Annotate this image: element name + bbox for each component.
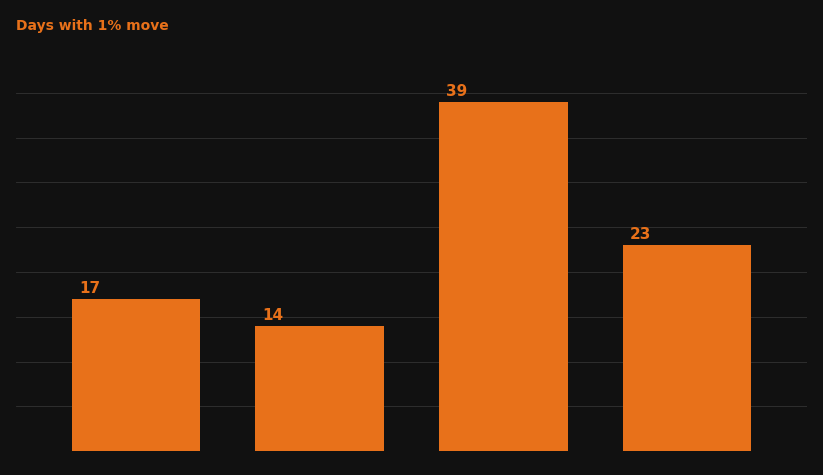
Text: 23: 23: [630, 228, 652, 242]
Text: 17: 17: [79, 281, 100, 296]
Bar: [72, 299, 200, 451]
Text: 39: 39: [446, 84, 467, 99]
Bar: [623, 245, 751, 451]
Text: 14: 14: [263, 308, 284, 323]
Bar: [255, 326, 384, 451]
Bar: [439, 102, 568, 451]
Text: Days with 1% move: Days with 1% move: [16, 19, 170, 33]
